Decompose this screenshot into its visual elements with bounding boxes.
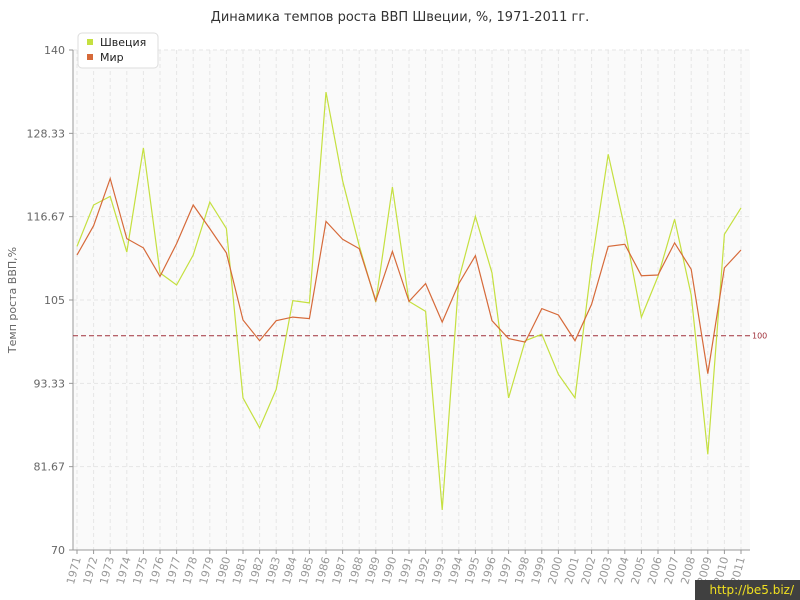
legend-label-world[interactable]: Мир bbox=[100, 51, 124, 64]
y-tick-label: 116.67 bbox=[27, 211, 66, 224]
y-tick-label: 93.33 bbox=[34, 377, 66, 390]
series-line-world bbox=[76, 176, 742, 374]
legend: Швеция Мир bbox=[77, 32, 159, 69]
y-tick-label: 128.33 bbox=[27, 127, 66, 140]
y-tick-label: 140 bbox=[44, 44, 65, 57]
axes bbox=[69, 49, 750, 554]
y-tick-label: 105 bbox=[44, 294, 65, 307]
legend-swatch-world bbox=[87, 54, 93, 60]
legend-box bbox=[77, 32, 159, 69]
y-tick-label: 81.67 bbox=[34, 461, 66, 474]
chart-title: Динамика темпов роста ВВП Швеции, %, 197… bbox=[210, 10, 590, 25]
legend-swatch-sweden bbox=[87, 39, 93, 45]
y-axis-label: Темп роста ВВП,% bbox=[6, 247, 19, 354]
legend-label-sweden[interactable]: Швеция bbox=[100, 36, 146, 49]
grid bbox=[73, 49, 750, 551]
watermark: http://be5.biz/ bbox=[695, 580, 800, 600]
reference-line-label: 100 bbox=[752, 332, 767, 341]
y-tick-label: 70 bbox=[51, 544, 65, 557]
series bbox=[73, 91, 750, 511]
